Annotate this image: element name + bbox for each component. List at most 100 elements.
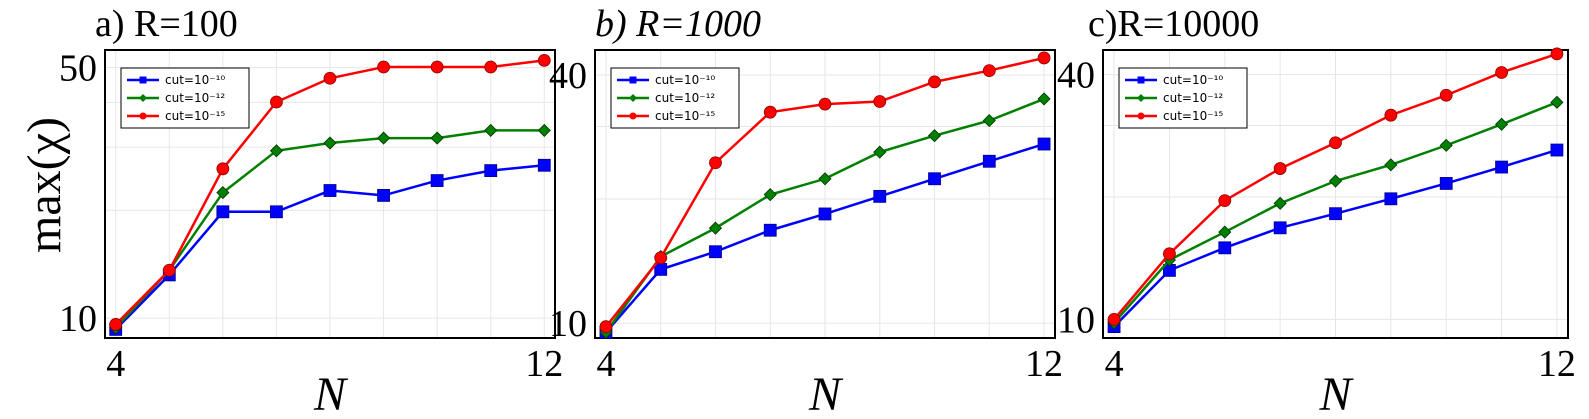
- legend-label: cut=10⁻¹²: [165, 91, 225, 105]
- data-point: [216, 205, 230, 219]
- data-point: [1495, 66, 1508, 79]
- legend-label: cut=10⁻¹⁰: [1163, 73, 1223, 87]
- data-point: [377, 189, 390, 202]
- legend-label: cut=10⁻¹⁰: [165, 73, 225, 87]
- plot-frame: [594, 49, 1056, 339]
- legend-label: cut=10⁻¹²: [655, 91, 715, 105]
- data-point: [763, 105, 777, 119]
- plot-frame: [104, 49, 556, 339]
- x-axis-label: N: [808, 368, 844, 419]
- data-point: [537, 53, 551, 67]
- legend-marker: [629, 76, 637, 84]
- series-2: [109, 53, 551, 331]
- data-point: [708, 221, 723, 235]
- data-point: [982, 154, 996, 168]
- data-point: [377, 131, 391, 145]
- series-2: [599, 51, 1051, 334]
- data-point: [654, 262, 668, 276]
- data-point: [982, 64, 996, 77]
- legend: cut=10⁻¹⁰ cut=10⁻¹² cut=10⁻¹⁵: [1118, 67, 1248, 129]
- y-axis-label: max(χ): [18, 117, 71, 253]
- data-point: [323, 136, 337, 150]
- data-point: [1495, 117, 1509, 131]
- legend-label: cut=10⁻¹⁰: [655, 73, 715, 87]
- data-point: [1273, 221, 1287, 235]
- data-point: [216, 186, 230, 200]
- data-point: [927, 129, 942, 143]
- data-point: [484, 164, 498, 178]
- data-point: [537, 123, 551, 137]
- data-point: [709, 245, 722, 259]
- data-point: [1384, 192, 1398, 206]
- legend-marker: [1137, 76, 1145, 84]
- data-point: [873, 95, 887, 108]
- data-point: [763, 223, 777, 237]
- data-point: [1037, 92, 1051, 106]
- data-point: [1439, 138, 1453, 152]
- data-point: [323, 71, 337, 85]
- data-point: [599, 320, 613, 334]
- data-point: [1218, 241, 1232, 255]
- legend-marker: [139, 76, 147, 84]
- legend-marker: [1137, 94, 1145, 102]
- y-tick-label: 10: [1057, 299, 1095, 341]
- data-point: [1550, 47, 1564, 61]
- data-point: [873, 145, 887, 159]
- x-tick-label: 12: [1538, 343, 1576, 385]
- data-point: [1329, 136, 1342, 150]
- x-axis-label: N: [313, 368, 349, 419]
- data-point: [269, 144, 283, 158]
- data-point: [377, 60, 390, 74]
- x-axis-label: N: [1318, 368, 1354, 419]
- x-tick-label: 4: [1105, 343, 1124, 385]
- y-tick-label: 10: [549, 303, 587, 345]
- y-tick-label: 40: [1057, 55, 1095, 97]
- data-point: [928, 172, 941, 186]
- data-point: [818, 97, 832, 111]
- y-tick-label: 40: [549, 55, 587, 97]
- legend-marker: [629, 112, 637, 120]
- data-point: [982, 114, 996, 128]
- legend: cut=10⁻¹⁰ cut=10⁻¹² cut=10⁻¹⁵: [120, 67, 250, 129]
- data-point: [270, 205, 283, 219]
- data-point: [216, 162, 230, 176]
- legend-label: cut=10⁻¹⁵: [165, 109, 225, 123]
- legend-label: cut=10⁻¹²: [1163, 91, 1223, 105]
- data-point: [1037, 51, 1051, 65]
- legend-label: cut=10⁻¹⁵: [655, 109, 715, 123]
- series-2: [1107, 47, 1564, 326]
- legend-marker: [629, 94, 637, 102]
- x-tick-label: 12: [525, 343, 563, 385]
- data-point: [1037, 137, 1051, 151]
- data-point: [1328, 174, 1343, 188]
- x-tick-label: 4: [106, 343, 125, 385]
- data-point: [1439, 177, 1453, 190]
- data-point: [1384, 158, 1398, 172]
- x-tick-label: 12: [1025, 343, 1063, 385]
- data-point: [1163, 247, 1176, 261]
- legend: cut=10⁻¹⁰ cut=10⁻¹² cut=10⁻¹⁵: [610, 67, 740, 129]
- chart-title: b) R=1000: [595, 3, 761, 45]
- data-point: [873, 189, 887, 203]
- chart-title: a) R=100: [95, 3, 238, 45]
- data-point: [1550, 143, 1564, 157]
- data-point: [1550, 95, 1564, 109]
- data-point: [928, 75, 941, 89]
- data-point: [763, 188, 777, 202]
- data-point: [484, 60, 498, 74]
- data-point: [430, 60, 444, 74]
- data-point: [537, 158, 551, 172]
- series-0: [109, 158, 551, 336]
- legend-marker: [1137, 112, 1145, 120]
- data-point: [1273, 162, 1287, 175]
- chart-title: c)R=10000: [1088, 3, 1259, 45]
- data-point: [818, 207, 832, 221]
- legend-marker: [139, 112, 147, 120]
- data-point: [818, 172, 832, 186]
- y-tick-label: 10: [59, 298, 97, 340]
- data-point: [270, 95, 283, 109]
